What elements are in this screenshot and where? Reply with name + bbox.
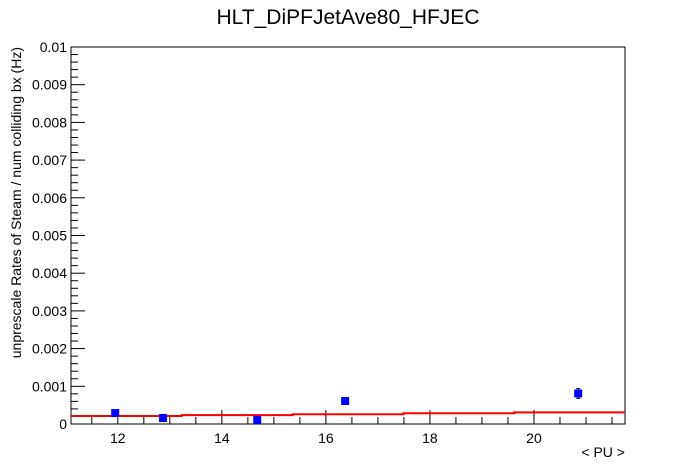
x-axis: 12 14 16 18 20 bbox=[91, 410, 613, 446]
chart-title: HLT_DiPFJetAve80_HFJEC bbox=[217, 6, 480, 29]
fit-layer bbox=[71, 411, 625, 417]
y-tick-label: 0.008 bbox=[32, 114, 67, 130]
data-point bbox=[253, 415, 262, 424]
data-point bbox=[159, 413, 168, 422]
y-tick-label: 0.001 bbox=[32, 378, 67, 394]
data-point bbox=[574, 389, 583, 398]
y-tick-label: 0.007 bbox=[32, 152, 67, 168]
x-tick-label: 14 bbox=[214, 430, 230, 446]
y-tick-label: 0.005 bbox=[32, 228, 67, 244]
x-tick-label: 20 bbox=[526, 430, 542, 446]
x-tick-label: 18 bbox=[422, 430, 438, 446]
x-tick-label: 16 bbox=[318, 430, 334, 446]
points-layer bbox=[111, 388, 583, 424]
data-point bbox=[111, 409, 120, 418]
fit-line bbox=[71, 411, 625, 417]
y-tick-label: 0.002 bbox=[32, 341, 67, 357]
y-tick-label: 0.004 bbox=[32, 265, 67, 281]
y-axis: 0 0.001 0.002 0.003 0.004 0.005 0.006 0.007 0.00… bbox=[32, 39, 85, 432]
plot-frame bbox=[70, 46, 626, 425]
y-tick-label: 0.01 bbox=[40, 39, 67, 55]
y-tick-label: 0 bbox=[59, 416, 67, 432]
x-tick-label: 12 bbox=[110, 430, 126, 446]
y-tick-label: 0.006 bbox=[32, 190, 67, 206]
data-point bbox=[341, 397, 350, 406]
plot-area-border bbox=[70, 46, 626, 425]
y-axis-label: unprescale Rates of Steam / num collidin… bbox=[8, 47, 24, 358]
y-tick-label: 0.003 bbox=[32, 303, 67, 319]
y-tick-label: 0.009 bbox=[32, 77, 67, 93]
x-axis-label: < PU > bbox=[581, 444, 625, 460]
